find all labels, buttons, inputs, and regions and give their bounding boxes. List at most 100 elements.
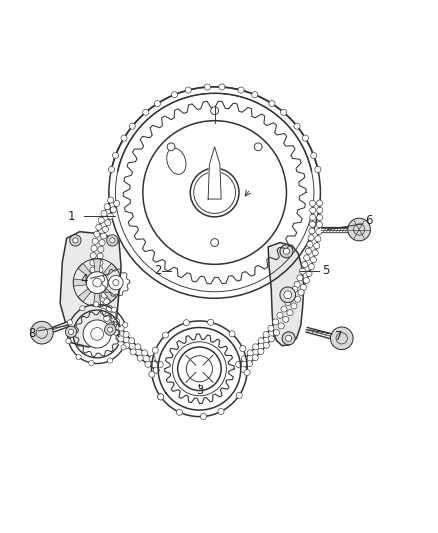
Circle shape	[282, 332, 295, 345]
Circle shape	[68, 329, 74, 334]
Circle shape	[95, 294, 101, 300]
Circle shape	[65, 326, 77, 337]
Circle shape	[268, 325, 274, 332]
Circle shape	[281, 306, 287, 312]
Circle shape	[113, 329, 119, 335]
Circle shape	[309, 221, 315, 227]
Circle shape	[97, 301, 103, 308]
Polygon shape	[78, 263, 95, 280]
Circle shape	[145, 361, 151, 367]
Circle shape	[312, 250, 318, 256]
Circle shape	[316, 229, 322, 235]
Text: 1: 1	[67, 210, 75, 223]
Circle shape	[91, 245, 97, 252]
Circle shape	[283, 248, 290, 254]
Circle shape	[300, 284, 307, 290]
Circle shape	[92, 238, 98, 244]
Circle shape	[76, 354, 81, 360]
Circle shape	[218, 408, 224, 415]
Circle shape	[311, 257, 317, 263]
Circle shape	[99, 240, 105, 246]
Circle shape	[121, 345, 126, 350]
Circle shape	[177, 409, 183, 415]
Circle shape	[97, 253, 103, 259]
Polygon shape	[94, 259, 101, 278]
Circle shape	[104, 204, 110, 209]
Circle shape	[254, 143, 262, 151]
Circle shape	[208, 319, 214, 325]
Circle shape	[137, 355, 143, 361]
Circle shape	[91, 274, 97, 280]
Circle shape	[236, 392, 242, 399]
Circle shape	[348, 218, 371, 241]
Text: 3: 3	[196, 384, 203, 397]
Circle shape	[104, 299, 110, 305]
Polygon shape	[102, 279, 121, 286]
Circle shape	[280, 245, 293, 258]
Circle shape	[113, 152, 119, 159]
Circle shape	[98, 246, 104, 253]
Circle shape	[200, 414, 206, 419]
Circle shape	[258, 349, 264, 354]
Circle shape	[258, 338, 264, 344]
Circle shape	[280, 109, 286, 115]
Circle shape	[292, 286, 298, 293]
Circle shape	[178, 347, 221, 391]
Circle shape	[107, 358, 113, 363]
Circle shape	[102, 227, 109, 232]
Circle shape	[241, 356, 247, 362]
Circle shape	[314, 243, 320, 249]
Polygon shape	[208, 147, 221, 199]
Circle shape	[315, 236, 321, 242]
Circle shape	[184, 320, 189, 326]
Circle shape	[297, 275, 303, 281]
Circle shape	[294, 123, 300, 129]
Circle shape	[295, 296, 301, 302]
Circle shape	[252, 354, 258, 361]
Circle shape	[310, 214, 316, 220]
Circle shape	[253, 344, 259, 350]
Polygon shape	[99, 263, 117, 280]
Circle shape	[31, 321, 53, 344]
Circle shape	[100, 233, 106, 239]
Text: 6: 6	[365, 214, 373, 227]
Circle shape	[283, 316, 289, 322]
Circle shape	[190, 168, 239, 217]
Circle shape	[205, 84, 210, 90]
Circle shape	[143, 120, 286, 264]
Circle shape	[86, 272, 108, 294]
Circle shape	[113, 279, 119, 286]
Circle shape	[284, 291, 292, 298]
Circle shape	[291, 303, 297, 309]
Circle shape	[278, 323, 284, 329]
Circle shape	[123, 322, 128, 327]
Circle shape	[153, 367, 159, 373]
Circle shape	[305, 248, 311, 254]
Circle shape	[167, 143, 175, 151]
Circle shape	[152, 347, 158, 353]
Polygon shape	[94, 288, 101, 306]
Circle shape	[219, 84, 225, 90]
Circle shape	[97, 266, 103, 273]
Circle shape	[211, 107, 219, 115]
Circle shape	[285, 300, 291, 305]
Circle shape	[309, 228, 315, 234]
Circle shape	[96, 224, 102, 230]
Circle shape	[149, 356, 155, 362]
Circle shape	[269, 101, 275, 107]
Circle shape	[317, 200, 322, 206]
Circle shape	[154, 101, 160, 107]
Circle shape	[315, 166, 321, 173]
Circle shape	[100, 309, 106, 314]
Circle shape	[118, 336, 124, 342]
Circle shape	[330, 327, 353, 350]
Circle shape	[129, 337, 135, 344]
Circle shape	[73, 238, 78, 243]
Circle shape	[268, 336, 275, 342]
Circle shape	[246, 361, 252, 367]
Circle shape	[300, 268, 306, 274]
Circle shape	[118, 325, 124, 331]
Circle shape	[67, 320, 73, 325]
Circle shape	[98, 217, 104, 223]
Circle shape	[70, 235, 81, 246]
